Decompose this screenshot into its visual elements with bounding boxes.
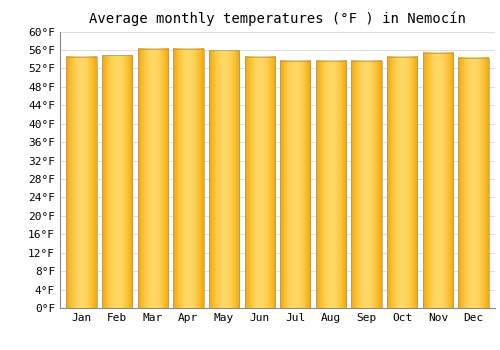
Bar	[316, 61, 346, 308]
Bar	[102, 55, 132, 308]
Bar	[458, 58, 489, 308]
Bar	[352, 61, 382, 308]
Bar	[280, 61, 310, 308]
Bar	[66, 57, 96, 308]
Title: Average monthly temperatures (°F ) in Nemocín: Average monthly temperatures (°F ) in Ne…	[89, 12, 466, 26]
Bar	[244, 57, 275, 308]
Bar	[423, 53, 453, 308]
Bar	[173, 49, 204, 308]
Bar	[387, 57, 418, 308]
Bar	[209, 50, 239, 308]
Bar	[138, 49, 168, 308]
